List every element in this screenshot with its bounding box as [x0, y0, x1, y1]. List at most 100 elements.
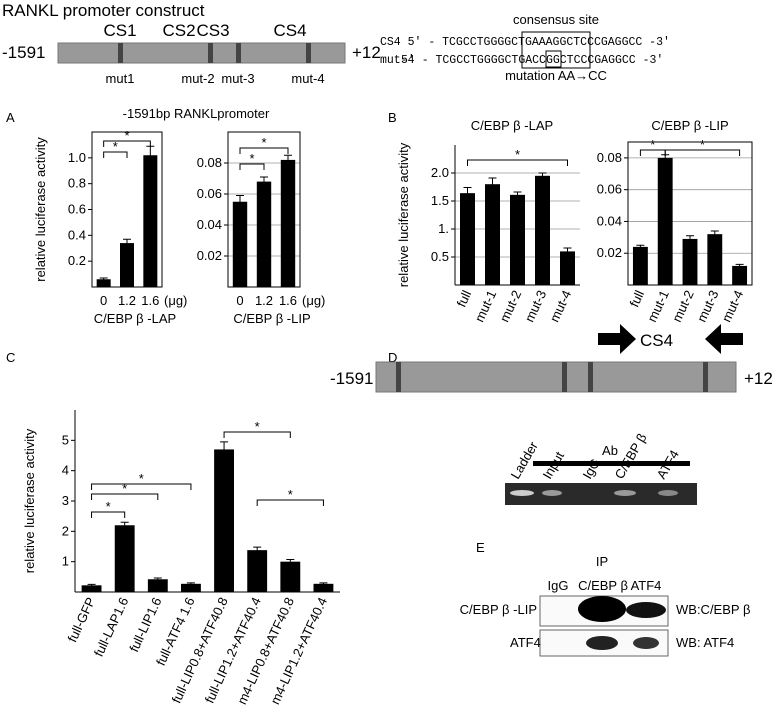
- y-tick-label: 2: [62, 523, 69, 538]
- bar: [732, 265, 748, 285]
- ip-label: IP: [596, 554, 608, 569]
- x-tick-label: full: [626, 288, 647, 310]
- panel-letter: C: [6, 350, 15, 365]
- blot-label: WB:C/EBP β: [676, 602, 750, 617]
- error-bar: [488, 177, 497, 191]
- error-bar: [538, 172, 547, 179]
- y-tick-label: 1.0: [68, 150, 86, 165]
- site-label: CS2: [162, 21, 195, 40]
- error-bar: [710, 230, 719, 238]
- start-label: -1591: [330, 369, 373, 388]
- error-bar: [286, 559, 295, 564]
- panel-letter: A: [6, 110, 15, 125]
- blot-band: [578, 596, 626, 622]
- end-label: +12: [744, 369, 773, 388]
- significance-bracket: [664, 149, 741, 156]
- significance-bracket: [223, 431, 291, 438]
- sequence-mutant: mut-45' - TCGCCTGGGGCTGACCGGCTCCCGAGGCC …: [380, 54, 663, 67]
- site-stripe: [236, 43, 241, 63]
- bar: [535, 175, 550, 285]
- bar: [143, 155, 158, 287]
- seq-site: GGCT: [546, 54, 574, 67]
- y-tick-label: 0.08: [197, 155, 222, 170]
- seq-part: CCCGAGGCC -3': [580, 36, 670, 49]
- bar: [280, 561, 301, 592]
- significance-mark: *: [124, 128, 129, 143]
- significance-mark: *: [139, 471, 144, 486]
- reverse-primer: [705, 324, 743, 354]
- y-axis-label: relative luciferase activity: [33, 137, 48, 282]
- site-stripe: [562, 362, 567, 392]
- seq-site: CC: [532, 54, 546, 67]
- bar: [707, 234, 723, 285]
- significance-bracket: [239, 147, 289, 154]
- bar: [682, 238, 698, 285]
- bar: [313, 583, 334, 592]
- significance-bracket: [103, 151, 128, 158]
- site-stripe: [118, 43, 123, 63]
- y-tick-label: 1.: [438, 221, 449, 236]
- mutant-label: mut-3: [221, 71, 254, 86]
- lane-label: IgG: [580, 456, 603, 482]
- seq-site: TGAAAGGCT: [518, 36, 580, 49]
- bar: [256, 181, 272, 287]
- y-tick-label: 1.5: [431, 193, 449, 208]
- significance-mark: *: [106, 499, 111, 514]
- significance-bracket: [467, 159, 568, 166]
- antibody-label: Ab: [602, 443, 618, 458]
- site-label: CS3: [196, 21, 229, 40]
- x-tick-label: 1.6: [141, 293, 159, 308]
- y-tick-label: 0.08: [597, 150, 622, 165]
- significance-mark: *: [255, 419, 260, 434]
- error-bar: [319, 582, 328, 585]
- promoter-bar: [57, 42, 346, 64]
- end-label: +12: [352, 43, 381, 62]
- bar: [280, 159, 296, 287]
- x-tick-label: mut-4: [547, 288, 575, 324]
- y-tick-label: 0.5: [431, 249, 449, 264]
- x-tick-label: full: [454, 288, 475, 310]
- significance-bracket: [256, 499, 324, 506]
- site-stripe: [588, 362, 593, 392]
- y-tick-label: 0.4: [68, 227, 86, 242]
- site-stripe: [306, 43, 311, 63]
- bar: [96, 279, 111, 287]
- bar: [114, 525, 135, 592]
- y-tick-label: 4: [62, 463, 69, 478]
- x-tick-label: 1.2: [118, 293, 136, 308]
- forward-primer: [598, 324, 636, 354]
- panel-letter: D: [388, 350, 397, 365]
- site-label: CS4: [273, 21, 306, 40]
- y-tick-label: 0.06: [197, 186, 222, 201]
- x-tick-label: mut-3: [694, 288, 722, 324]
- bar: [657, 157, 673, 285]
- error-bar: [735, 263, 744, 268]
- x-tick-label: mut-4: [719, 288, 747, 324]
- x-tick-label: full-LAP1.6: [91, 595, 131, 659]
- site-stripe: [703, 362, 708, 392]
- seq-part: 5' - TCGCCTGGGGC: [408, 36, 519, 49]
- site-label: CS1: [103, 21, 136, 40]
- start-label: -1591: [2, 43, 45, 62]
- y-tick-label: 0.06: [597, 182, 622, 197]
- bar: [247, 550, 268, 592]
- mutant-label: mut-2: [181, 71, 214, 86]
- row-label: C/EBP β -LIP: [460, 602, 537, 617]
- gel-band: [614, 490, 636, 496]
- x-tick-label: 1.2: [255, 293, 273, 308]
- bar: [485, 184, 500, 285]
- y-axis-label: relative luciferase activity: [22, 428, 37, 573]
- x-tick-label: mut-2: [669, 288, 697, 324]
- site-label: CS4: [640, 331, 673, 350]
- panel-letter: E: [476, 540, 485, 555]
- promoter-bar: [375, 361, 737, 393]
- x-tick-label: mut-1: [472, 288, 500, 324]
- error-bar: [123, 238, 131, 247]
- y-tick-label: 0.2: [68, 253, 86, 268]
- lane-label: ATF4: [631, 578, 662, 593]
- chart-title: C/EBP β -LAP: [471, 118, 553, 133]
- y-tick-label: 0.04: [597, 213, 622, 228]
- seq-part: 5' - TCGCCTGGGGC: [401, 54, 512, 67]
- blot-band: [586, 636, 618, 650]
